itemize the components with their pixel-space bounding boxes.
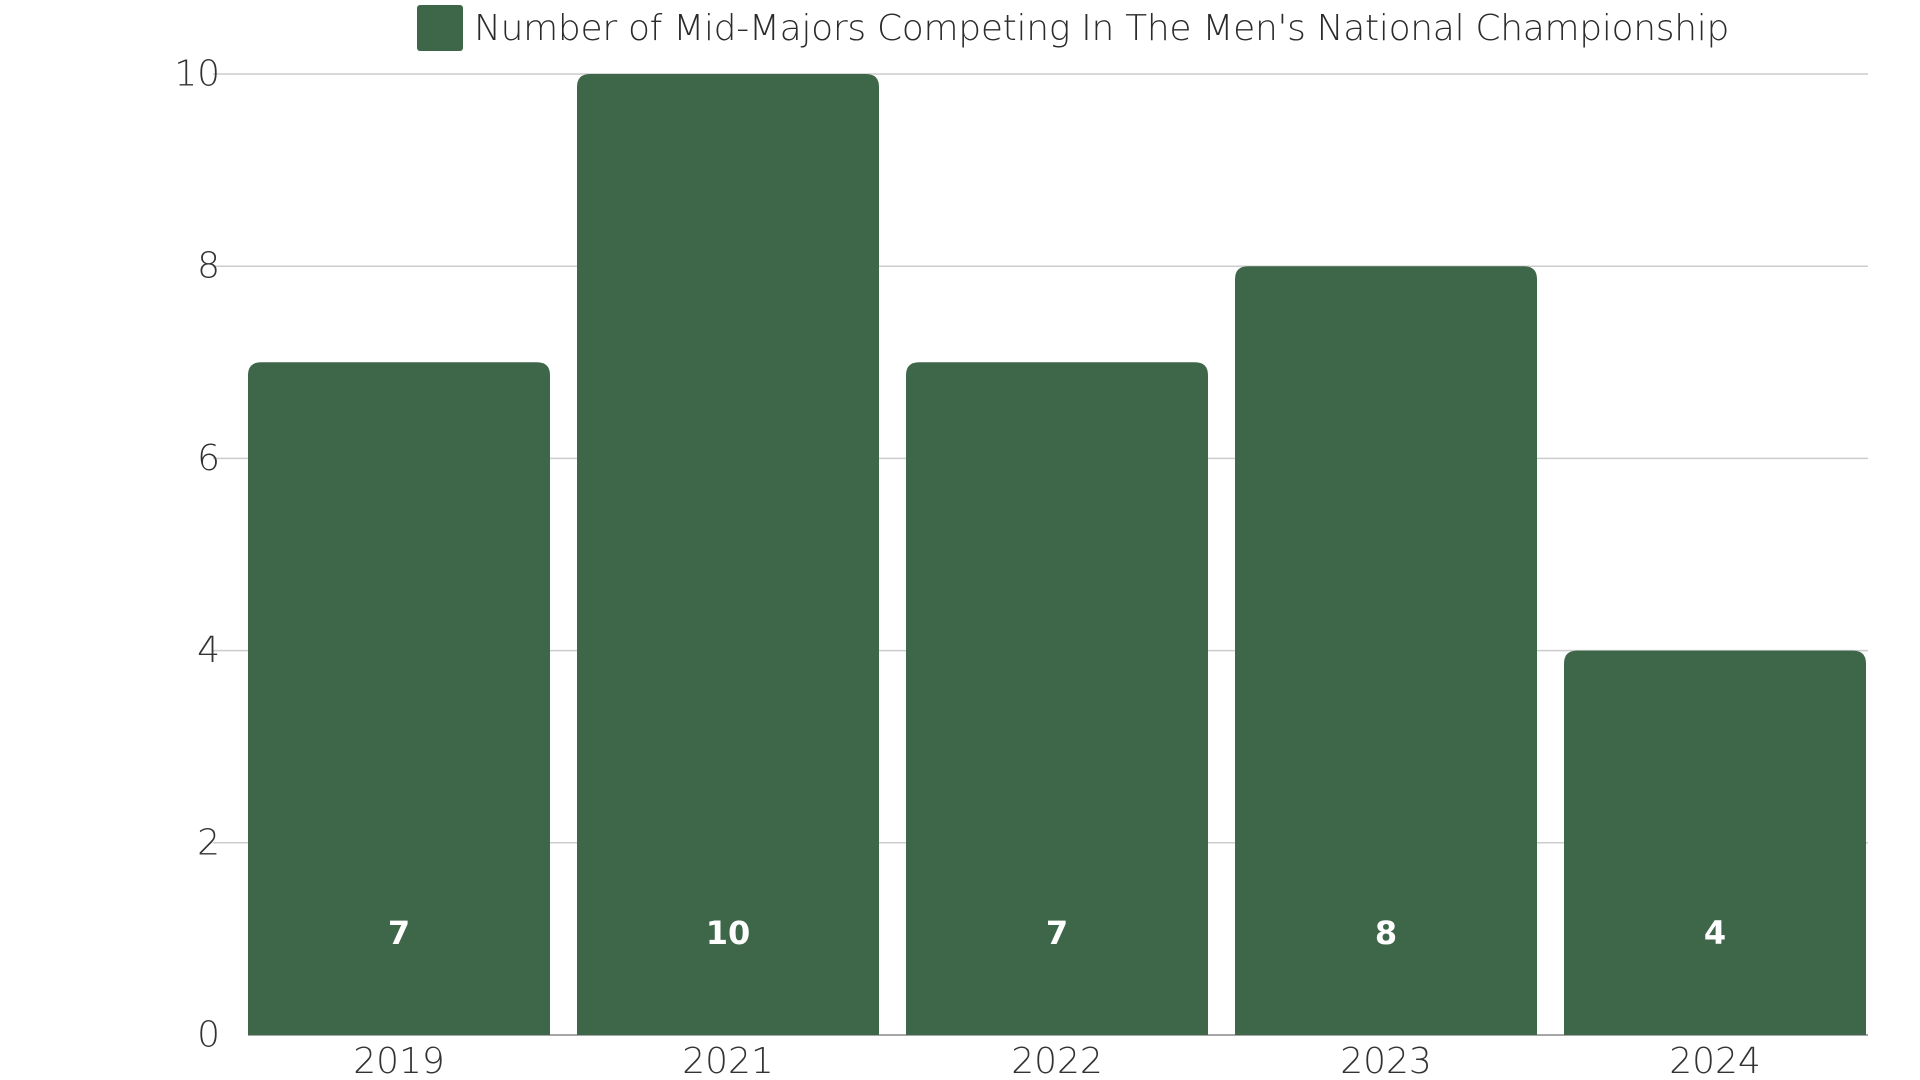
bar [577,74,879,1035]
bar [248,362,550,1035]
data-label: 8 [1375,914,1397,952]
y-tick-label: 10 [174,54,220,95]
x-tick-label: 2022 [1011,1041,1103,1080]
legend-swatch [417,5,463,51]
data-label: 7 [388,914,410,952]
bars [248,74,1866,1035]
data-label: 10 [706,914,751,952]
legend-label: Number of Mid-Majors Competing In The Me… [474,7,1730,49]
data-labels: 7 10 7 8 4 [388,914,1726,952]
x-tick-label: 2021 [682,1041,774,1080]
y-axis-ticks: 0 2 4 6 8 10 [174,54,220,1056]
x-axis-ticks: 2019 2021 2022 2023 2024 [353,1041,1761,1080]
bar [906,362,1208,1035]
data-label: 7 [1046,914,1068,952]
x-tick-label: 2024 [1669,1041,1761,1080]
data-label: 4 [1704,914,1726,952]
y-tick-label: 2 [197,822,220,863]
x-tick-label: 2023 [1340,1041,1432,1080]
y-tick-label: 0 [197,1015,220,1056]
y-tick-label: 6 [197,438,220,479]
y-tick-label: 8 [197,246,220,287]
x-tick-label: 2019 [353,1041,445,1080]
bar [1235,266,1537,1035]
legend: Number of Mid-Majors Competing In The Me… [417,5,1729,51]
bar [1564,650,1866,1035]
y-tick-label: 4 [197,630,220,671]
